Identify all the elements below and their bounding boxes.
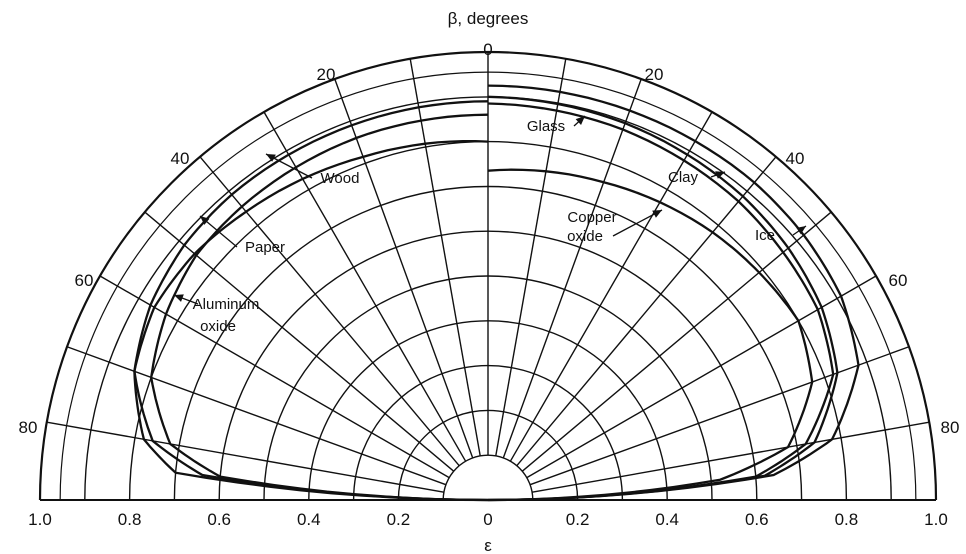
grid-spoke — [521, 211, 832, 472]
leader-arrowhead — [266, 154, 276, 162]
leader-arrowhead — [575, 116, 585, 126]
polar-grid — [38, 50, 938, 501]
angle-tick-label: 40 — [171, 149, 190, 168]
angle-tick-label: 0 — [483, 40, 492, 59]
grid-spoke — [66, 346, 447, 486]
series-curve-glass — [487, 102, 835, 502]
radial-tick-label: 0.2 — [387, 510, 411, 529]
tick-labels: 0 20 40 60 80 20 40 60 80 1.0 0.8 0.6 0.4 0.2 0 0.2 0.4 0… — [19, 40, 960, 529]
grid-spoke — [99, 275, 450, 479]
radial-tick-label: 0.8 — [118, 510, 142, 529]
series-curve-ice — [487, 84, 860, 502]
grid-spoke — [509, 111, 713, 462]
radial-tick-label: 0.2 — [566, 510, 590, 529]
leader-arrowhead — [796, 226, 806, 235]
grid-spoke — [529, 346, 910, 486]
angle-tick-label: 20 — [317, 65, 336, 84]
series-curves — [133, 84, 860, 502]
series-label: Aluminum — [193, 296, 260, 313]
grid-spoke — [495, 58, 567, 457]
grid-spoke — [526, 275, 877, 479]
radial-tick-label: 0.6 — [207, 510, 231, 529]
angle-tick-label: 20 — [645, 65, 664, 84]
series-label: Copper — [567, 209, 616, 226]
radial-tick-label: 0.4 — [297, 510, 321, 529]
x-axis-label: ε — [484, 536, 492, 554]
series-label: Wood — [321, 170, 360, 187]
grid-spoke — [46, 421, 445, 493]
radial-tick-label: 1.0 — [28, 510, 52, 529]
leader-arrowhead — [200, 216, 210, 225]
angle-tick-label: 80 — [941, 418, 960, 437]
grid-spoke — [531, 421, 930, 493]
grid-spoke — [502, 78, 642, 459]
series-label: oxide — [200, 318, 236, 335]
series-label: oxide — [567, 228, 603, 245]
grid-spoke — [334, 78, 474, 459]
grid-spoke — [516, 156, 777, 467]
series-curve-copper-oxide — [487, 168, 814, 502]
angle-tick-label: 40 — [786, 149, 805, 168]
series-label: Paper — [245, 239, 285, 256]
angle-tick-label: 60 — [889, 271, 908, 290]
grid-spoke — [144, 211, 455, 472]
series-curve-aluminum-oxide — [133, 139, 489, 502]
leader-arrowhead — [174, 294, 184, 302]
grid-spoke — [199, 156, 460, 467]
grid-spoke — [263, 111, 467, 462]
radial-tick-label: 0 — [483, 510, 492, 529]
series-curve-wood — [150, 113, 489, 502]
series-curve-clay — [487, 95, 839, 502]
series-label: Ice — [755, 227, 775, 244]
series-label: Glass — [527, 118, 565, 135]
grid-spoke — [409, 58, 481, 457]
leader-line — [612, 209, 663, 237]
leader-arrowhead — [715, 171, 725, 179]
angle-tick-label: 60 — [75, 271, 94, 290]
angle-tick-label: 80 — [19, 418, 38, 437]
leader-arrowhead — [652, 210, 662, 218]
radial-tick-label: 1.0 — [924, 510, 948, 529]
radial-tick-label: 0.8 — [835, 510, 859, 529]
radial-tick-label: 0.4 — [655, 510, 679, 529]
series-curve-paper — [133, 100, 489, 502]
radial-tick-label: 0.6 — [745, 510, 769, 529]
chart-title: β, degrees — [448, 9, 529, 28]
series-annotations: Glass Clay Ice Copper oxide Wood Paper Aluminum… — [173, 115, 807, 335]
series-label: Clay — [668, 169, 699, 186]
